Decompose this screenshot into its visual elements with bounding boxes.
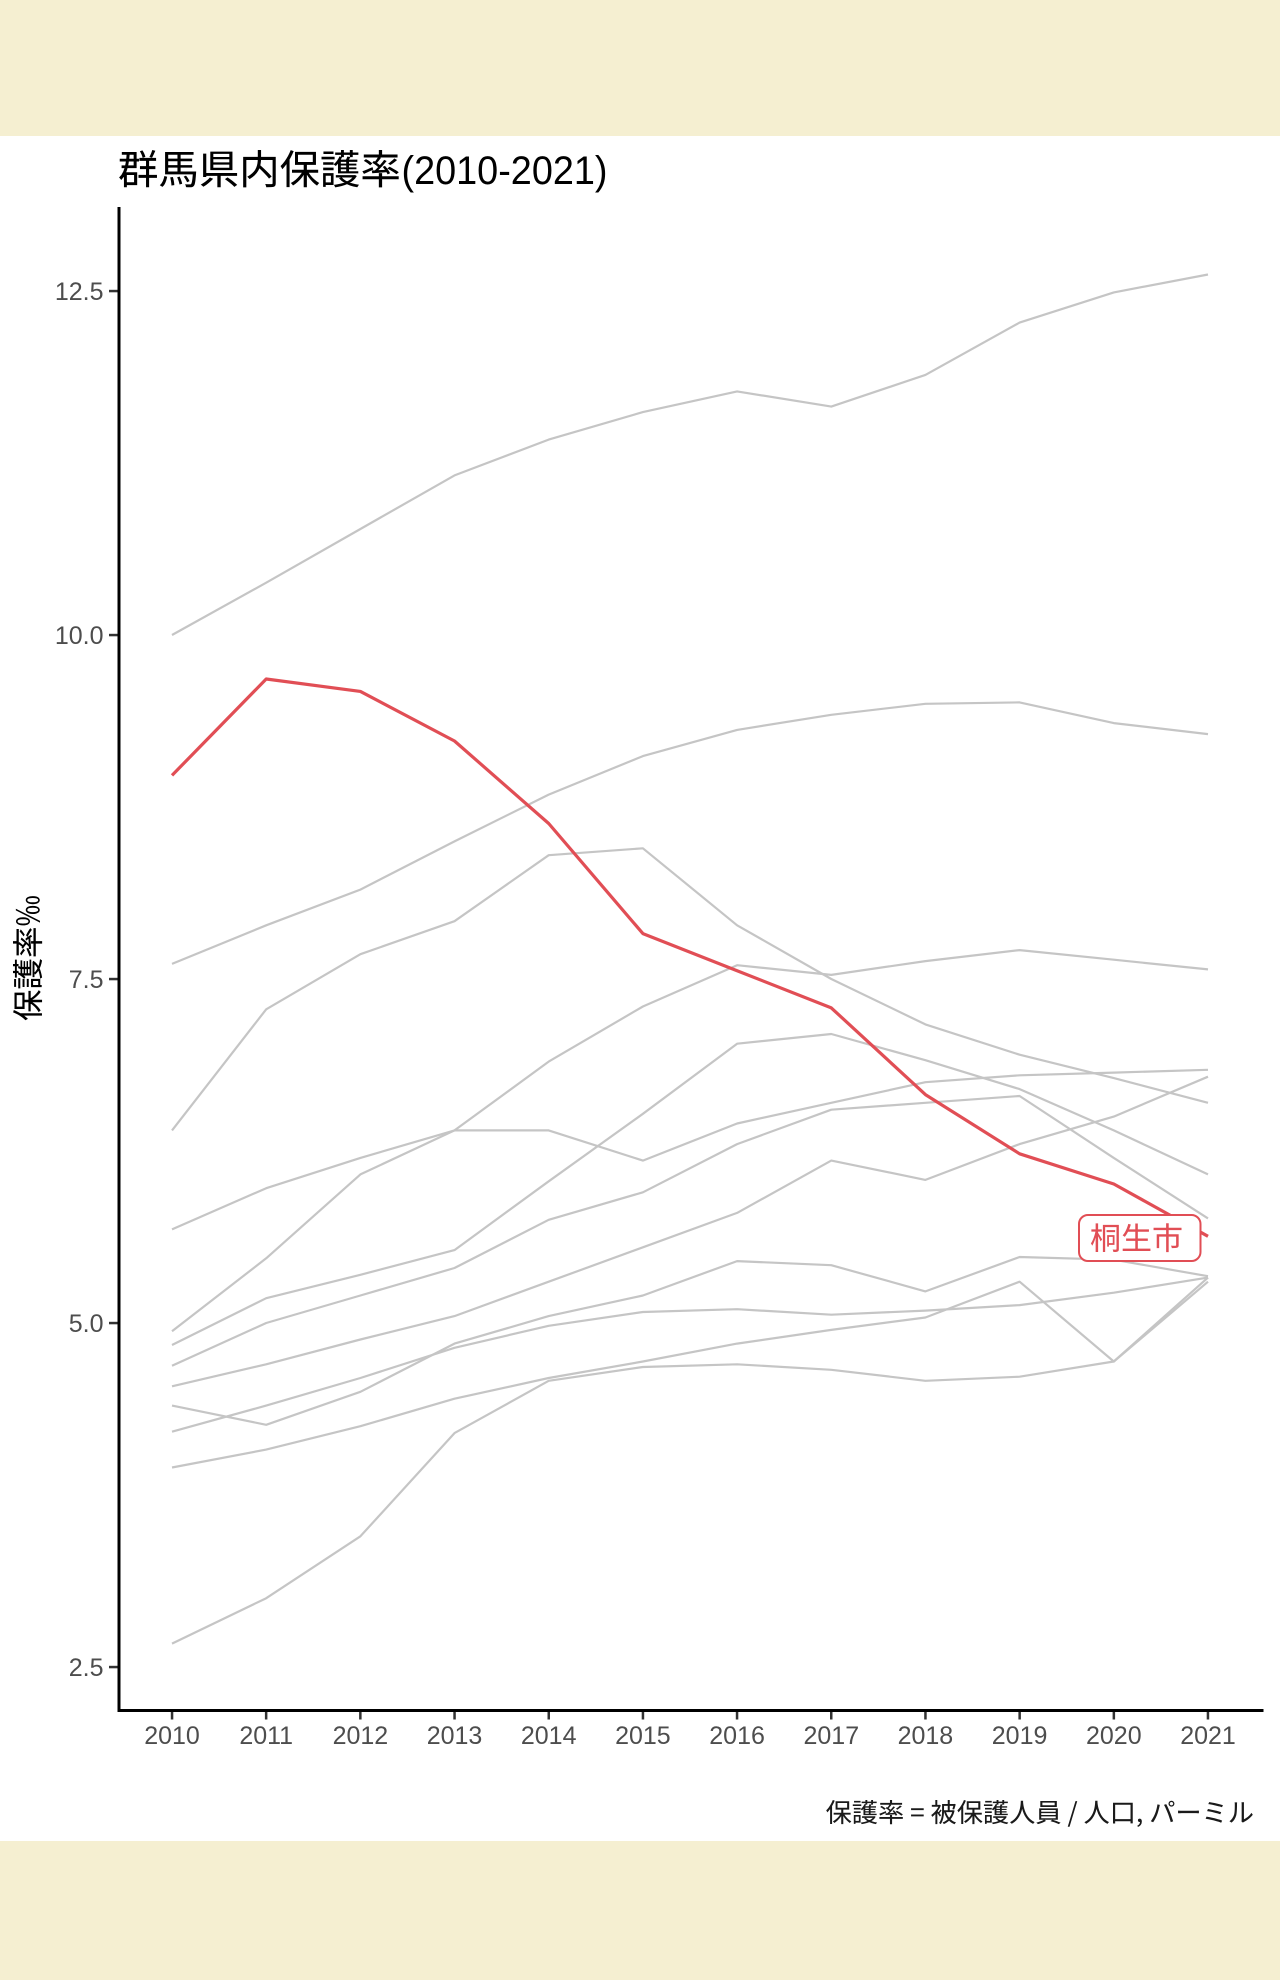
svg-text:(2010-2021): (2010-2021)	[402, 149, 608, 193]
svg-text:2.5: 2.5	[69, 1654, 104, 1682]
svg-text:2013: 2013	[427, 1722, 483, 1750]
svg-text:2017: 2017	[803, 1722, 859, 1750]
svg-text:5.0: 5.0	[69, 1310, 104, 1338]
svg-text:2011: 2011	[239, 1722, 293, 1750]
svg-text:2015: 2015	[615, 1722, 671, 1750]
svg-text:2020: 2020	[1086, 1722, 1142, 1750]
svg-text:2021: 2021	[1180, 1722, 1236, 1750]
svg-text:2016: 2016	[709, 1722, 765, 1750]
svg-text:2014: 2014	[521, 1722, 577, 1750]
svg-text:2019: 2019	[992, 1722, 1048, 1750]
svg-text:7.5: 7.5	[69, 966, 104, 994]
svg-text:12.5: 12.5	[55, 278, 104, 306]
svg-text:2010: 2010	[144, 1722, 200, 1750]
svg-text:2018: 2018	[898, 1722, 954, 1750]
svg-text:2012: 2012	[333, 1722, 389, 1750]
svg-text:10.0: 10.0	[55, 622, 104, 650]
